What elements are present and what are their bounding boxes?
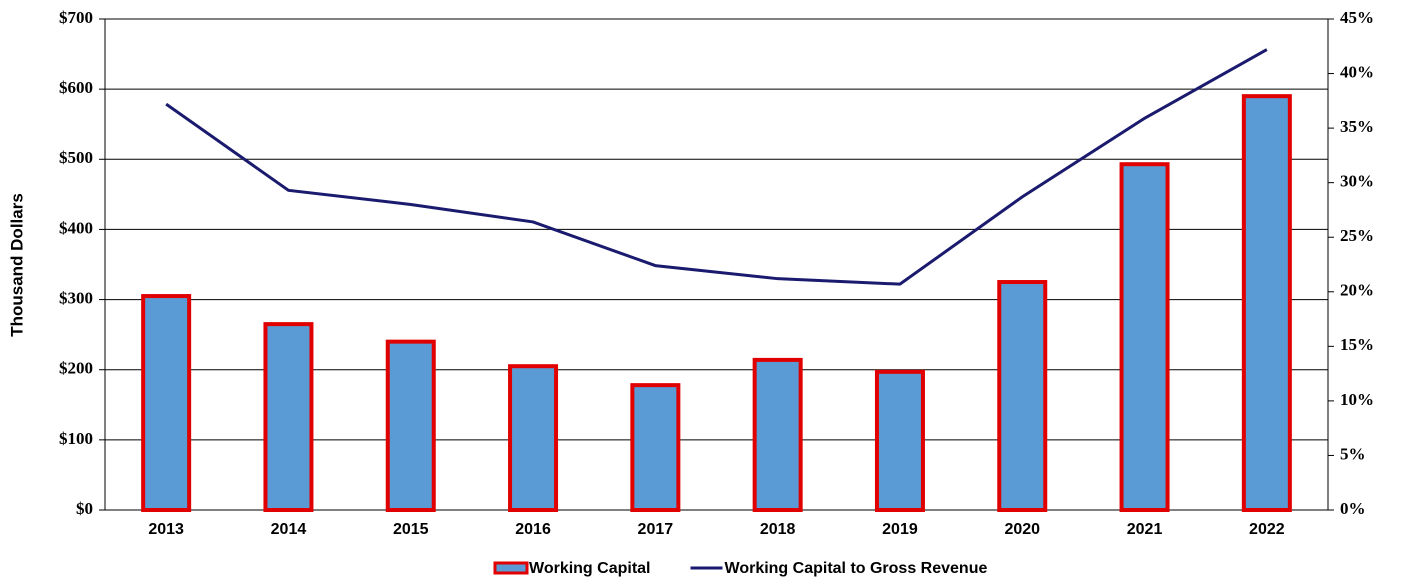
y-tick-label: $700 [59, 8, 93, 27]
y-axis-label: Thousand Dollars [7, 193, 26, 337]
y2-tick-label: 0% [1340, 499, 1366, 518]
legend-swatch [493, 561, 529, 575]
y-tick-label: $0 [76, 499, 93, 518]
x-tick-label: 2016 [515, 521, 551, 538]
bar [752, 357, 803, 512]
bar [263, 322, 314, 512]
legend-label: Working Capital [529, 560, 651, 577]
bar [997, 280, 1048, 512]
x-tick-label: 2019 [882, 521, 918, 538]
y2-tick-label: 15% [1340, 335, 1374, 354]
x-tick-label: 2021 [1127, 521, 1163, 538]
x-tick-label: 2014 [271, 521, 307, 538]
line [165, 48, 1268, 286]
y2-tick-label: 35% [1340, 117, 1374, 136]
y-tick-label: $100 [59, 429, 93, 448]
y-tick-label: $500 [59, 148, 93, 167]
bar [1119, 162, 1170, 512]
y2-tick-label: 5% [1340, 444, 1366, 463]
y-tick-label: $400 [59, 218, 93, 237]
x-tick-label: 2013 [148, 521, 184, 538]
bar [385, 339, 436, 512]
y-tick-label: $600 [59, 78, 93, 97]
bar [141, 294, 192, 513]
x-tick-label: 2018 [760, 521, 796, 538]
y-tick-label: $200 [59, 359, 93, 378]
bar [630, 383, 681, 513]
y-tick-label: $300 [59, 288, 93, 307]
y2-tick-label: 20% [1340, 281, 1374, 300]
y2-tick-label: 25% [1340, 226, 1374, 245]
y2-tick-label: 30% [1340, 172, 1374, 191]
bar [508, 364, 559, 513]
y2-tick-label: 40% [1340, 62, 1374, 81]
x-tick-label: 2015 [393, 521, 429, 538]
y2-tick-label: 10% [1340, 390, 1374, 409]
bar [1241, 94, 1292, 513]
legend-label: Working Capital to Gross Revenue [725, 560, 988, 577]
x-tick-label: 2020 [1004, 521, 1040, 538]
bar [874, 369, 925, 512]
x-tick-label: 2017 [638, 521, 674, 538]
x-tick-label: 2022 [1249, 521, 1285, 538]
y2-tick-label: 45% [1340, 8, 1374, 27]
